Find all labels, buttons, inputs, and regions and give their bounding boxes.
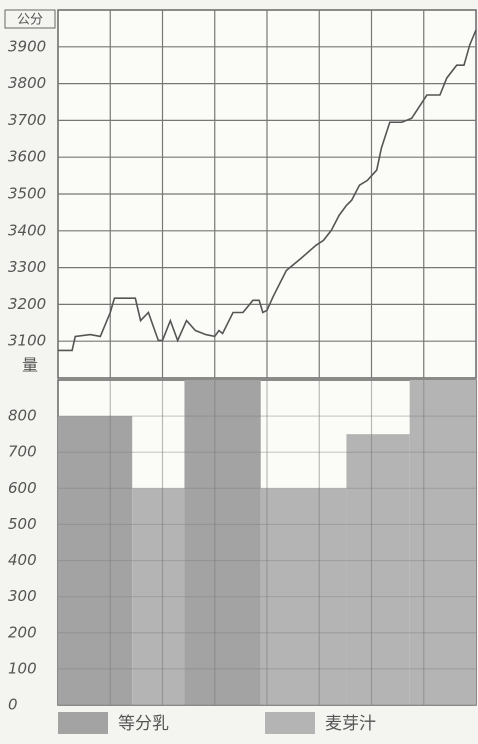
line	[58, 29, 477, 352]
y-tick-label: 600	[8, 479, 37, 497]
legend-label: 麦芽汁	[325, 714, 376, 734]
y-tick-label: 3900	[8, 37, 46, 55]
y-axis-label: 量	[22, 356, 38, 375]
legend-swatch	[58, 712, 108, 734]
bar	[58, 416, 133, 705]
y-tick-label: 500	[8, 515, 37, 533]
y-tick-label: 100	[8, 659, 37, 677]
bar	[409, 380, 476, 705]
y-tick-label: 3400	[8, 221, 46, 239]
y-tick-label: 3700	[8, 111, 46, 129]
y-tick-label: 300	[8, 587, 37, 605]
unit-box	[4, 9, 56, 29]
y-tick-label: 3200	[8, 295, 46, 313]
y-tick-label: 700	[8, 443, 37, 461]
legend-label: 等分乳	[118, 714, 169, 734]
y-tick-label: 400	[8, 551, 37, 569]
y-tick-label: 200	[8, 623, 37, 641]
y-tick-label: 800	[8, 407, 37, 425]
bar	[346, 434, 410, 705]
y-tick-label: 3500	[8, 185, 46, 203]
bar	[260, 488, 347, 705]
y-tick-label: 3300	[8, 258, 46, 276]
y-tick-label: 0	[8, 696, 18, 714]
y-tick-label: 3600	[8, 148, 46, 166]
legend-swatch	[265, 712, 315, 734]
bar	[132, 488, 185, 705]
y-tick-label: 3100	[8, 332, 46, 350]
bar	[184, 380, 261, 705]
y-axis-label: 公分	[17, 13, 43, 28]
y-tick-label: 3800	[8, 74, 46, 92]
